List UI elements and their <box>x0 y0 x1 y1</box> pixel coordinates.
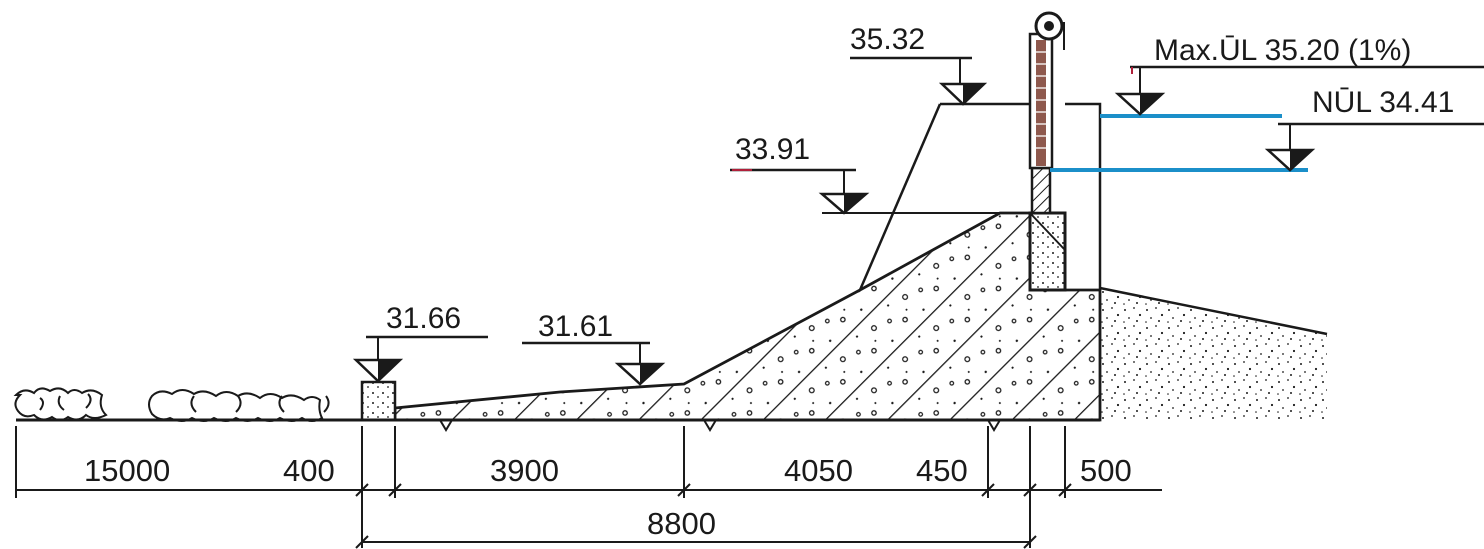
base-notch-3 <box>987 419 1001 432</box>
dimension-line-row-1 <box>15 426 1162 548</box>
elevation-marker-sill: 31.66 <box>352 302 488 383</box>
dimension-crest: 450 <box>916 453 968 488</box>
backfill-soil <box>1100 288 1327 420</box>
dimension-apron: 3900 <box>490 453 559 488</box>
elevation-label-max-water: Max.ŪL 35.20 (1%) <box>1154 34 1411 67</box>
gate-stem-teeth <box>1036 51 1046 149</box>
backfill-slope-line <box>1099 286 1328 336</box>
riprap-stones <box>13 387 330 422</box>
dimension-slope: 4050 <box>784 453 853 488</box>
dimension-total: 8800 <box>647 506 716 541</box>
elevation-label-normal-water: NŪL 34.41 <box>1312 86 1454 119</box>
elevation-label-sill: 31.66 <box>386 302 461 335</box>
sill-block <box>360 380 397 422</box>
elevation-label-berm: 33.91 <box>735 133 810 166</box>
upstream-slope-line <box>858 103 942 291</box>
elevation-marker-max-water: Max.ŪL 35.20 (1%) <box>1114 34 1484 116</box>
dimension-line-row-2 <box>355 535 1037 549</box>
gate-leaf <box>1030 166 1052 215</box>
elevation-label-crest: 35.32 <box>850 23 925 56</box>
concrete-chute-body <box>393 211 1102 422</box>
base-notch-2 <box>703 419 717 432</box>
gate-stem-rack <box>1036 40 1046 166</box>
gate-hoist-hub <box>1044 21 1054 31</box>
gate-guide-outline <box>1065 102 1102 290</box>
gate-sill-block <box>1028 211 1067 292</box>
elevation-marker-normal-water: NŪL 34.41 <box>1264 86 1484 172</box>
elevation-label-apron: 31.61 <box>538 310 613 343</box>
elevation-marker-apron: 31.61 <box>522 310 666 386</box>
dimension-sill-offset: 400 <box>283 453 335 488</box>
gate-sill-diagonal <box>1029 212 1066 251</box>
elevation-marker-crest: 35.32 <box>850 23 988 106</box>
dimension-riprap: 15000 <box>84 453 170 488</box>
base-notch-1 <box>439 419 453 432</box>
dimension-pier: 500 <box>1080 453 1132 488</box>
elevation-marker-berm: 33.91 <box>730 133 1000 215</box>
